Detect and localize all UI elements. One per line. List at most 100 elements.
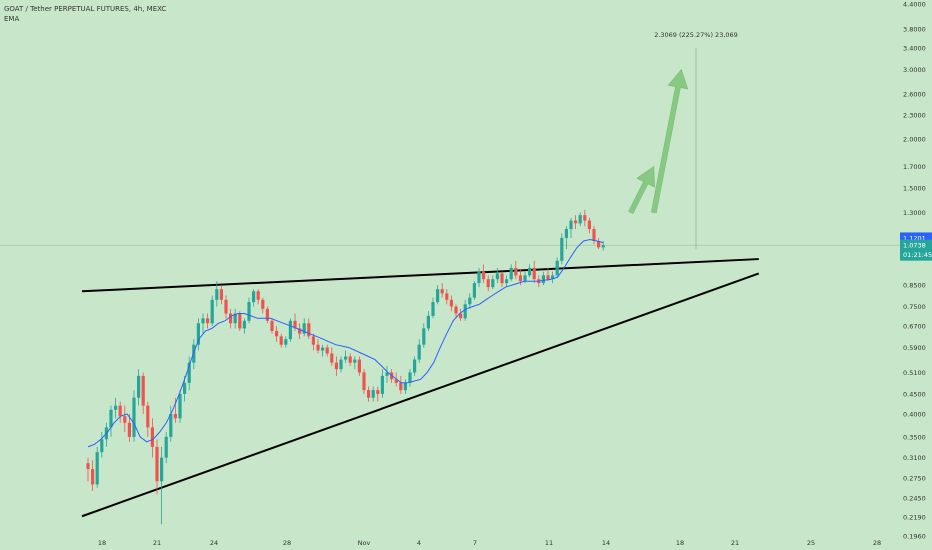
x-tick-label: 28 <box>283 539 291 547</box>
candle-body <box>344 356 348 360</box>
trendline-upper[interactable] <box>81 258 759 293</box>
y-tick-label: 0.4500 <box>903 390 926 398</box>
y-tick-label: 2.0000 <box>903 135 926 143</box>
candle-body <box>436 289 440 303</box>
y-tick-label: 3.4000 <box>903 45 926 53</box>
candle-body <box>555 260 559 276</box>
candle-body <box>367 390 371 398</box>
y-tick-label: 0.1960 <box>903 533 926 541</box>
candle-body <box>238 313 242 329</box>
candle-body <box>583 215 587 221</box>
y-tick-label: 0.5900 <box>903 344 926 352</box>
candle-body <box>514 267 518 276</box>
big-arrow[interactable] <box>650 68 689 214</box>
candle-body <box>330 353 334 363</box>
candle-body <box>252 291 256 303</box>
x-tick-label: 25 <box>807 539 815 547</box>
candle-body <box>597 241 601 248</box>
candle-body <box>169 414 173 437</box>
candle-body <box>541 275 545 284</box>
candle-body <box>459 313 463 319</box>
candle-body <box>569 220 573 230</box>
candle-body <box>426 315 430 329</box>
candle-body <box>233 313 237 324</box>
candle-body <box>394 379 398 383</box>
candle-body <box>449 299 453 307</box>
candle-body <box>279 336 283 345</box>
candle-body <box>247 302 251 321</box>
candle-body <box>495 273 499 280</box>
candle-body <box>601 245 605 248</box>
candle-body <box>523 275 527 282</box>
candle-body <box>256 291 260 300</box>
candle-body <box>362 372 366 391</box>
small-arrow[interactable] <box>628 166 656 215</box>
candle-body <box>141 375 145 406</box>
y-tick-label: 0.3100 <box>903 454 926 462</box>
countdown-timer: 01:21:45 <box>903 251 932 259</box>
candle-body <box>86 463 90 470</box>
y-tick-label: 0.3500 <box>903 433 926 441</box>
measure-label: 2.3069 (225.27%) 23,069 <box>654 31 738 39</box>
trendline-lower[interactable] <box>81 272 760 518</box>
candle-body <box>518 275 522 282</box>
candle-body <box>472 283 476 298</box>
last-price-value: 1.1201 <box>903 234 926 242</box>
indicator-label: EMA <box>4 15 20 23</box>
last-price-tag <box>900 232 932 244</box>
candle-body <box>164 436 168 458</box>
candle-body <box>155 446 159 482</box>
candle-body <box>551 275 555 280</box>
candle-body <box>422 328 426 345</box>
candle-body <box>371 390 375 398</box>
y-tick-label: 0.4000 <box>903 411 926 419</box>
y-tick-label: 2.3000 <box>903 111 926 119</box>
ema-line <box>87 238 604 448</box>
y-tick-label: 1.5000 <box>903 185 926 193</box>
x-tick-label: Nov <box>358 539 371 547</box>
y-tick-label: 0.5100 <box>903 369 926 377</box>
candle-body <box>574 220 578 224</box>
candle-body <box>380 375 384 394</box>
candle-body <box>413 359 417 373</box>
candle-body <box>201 318 205 324</box>
y-tick-label: 0.2750 <box>903 475 926 483</box>
y-tick-label: 1.7000 <box>903 163 926 171</box>
candle-body <box>528 267 532 276</box>
y-tick-label: 0.7500 <box>903 303 926 311</box>
candle-body <box>210 299 214 324</box>
candle-body <box>150 427 154 447</box>
candle-body <box>325 347 329 354</box>
candle-body <box>339 359 343 370</box>
candle-body <box>482 271 486 280</box>
candle-body <box>546 275 550 280</box>
candle-body <box>146 405 150 428</box>
x-tick-label: 18 <box>676 539 684 547</box>
x-tick-label: 11 <box>545 539 553 547</box>
candle-body <box>376 390 380 394</box>
x-tick-label: 14 <box>602 539 610 547</box>
candle-body <box>196 323 200 345</box>
candle-body <box>302 323 306 334</box>
candle-body <box>357 359 361 373</box>
candle-body <box>109 409 113 428</box>
y-tick-label: 3.0000 <box>903 66 926 74</box>
chart-legend: GOAT / Tether PERPETUAL FUTURES, 4h, MEX… <box>4 4 166 24</box>
y-tick-label: 0.2190 <box>903 514 926 522</box>
candle-body <box>463 304 467 319</box>
candle-body <box>132 397 136 437</box>
candle-body <box>399 382 403 391</box>
candle-body <box>265 308 269 321</box>
candle-body <box>288 320 292 340</box>
y-tick-label: 1.3000 <box>903 209 926 217</box>
candle-body <box>477 271 481 284</box>
x-tick-label: 28 <box>873 539 881 547</box>
candle-body <box>275 331 279 337</box>
y-tick-label: 2.6000 <box>903 90 926 98</box>
candle-body <box>321 347 325 351</box>
candle-body <box>95 452 99 485</box>
y-tick-label: 0.8500 <box>903 282 926 290</box>
candle-body <box>440 289 444 294</box>
